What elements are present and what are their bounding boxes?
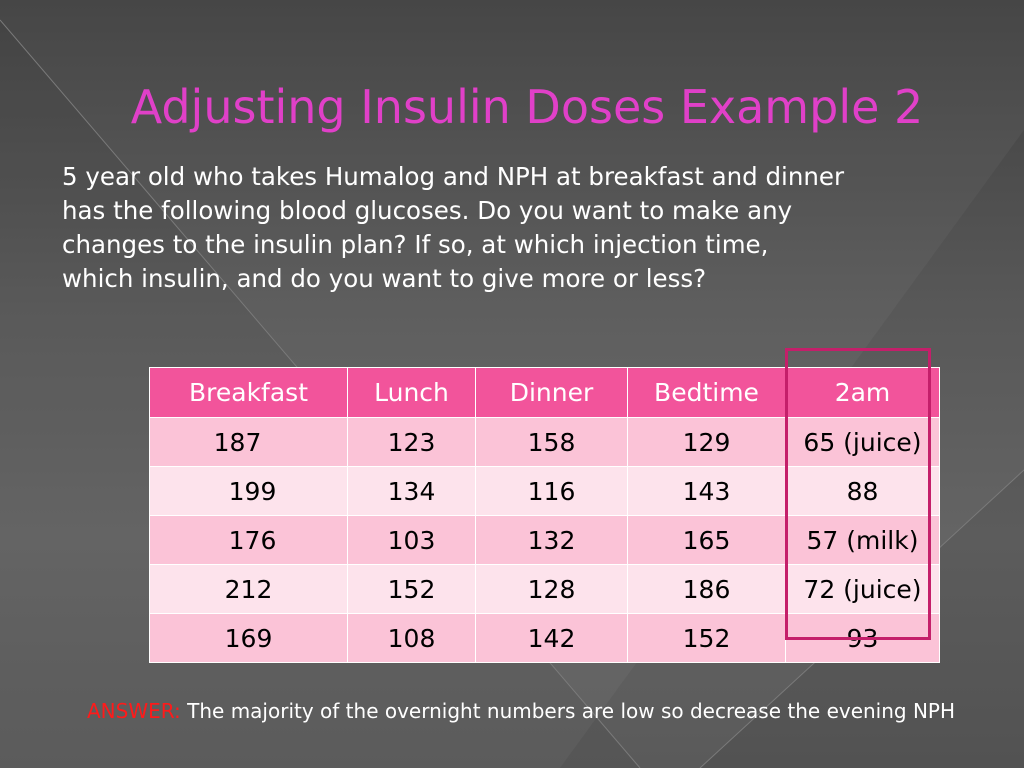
table-cell: 143 (627, 466, 786, 516)
table-cell: 152 (347, 564, 476, 614)
answer-text: ANSWER: The majority of the overnight nu… (87, 699, 955, 723)
table-cell: 165 (627, 515, 786, 565)
table-cell: 88 (785, 466, 940, 516)
table-cell: 72 (juice) (785, 564, 940, 614)
table-cell: 132 (475, 515, 628, 565)
table-cell: 103 (347, 515, 476, 565)
question-text: 5 year old who takes Humalog and NPH at … (62, 160, 962, 296)
table-cell: 176 (149, 515, 348, 565)
table-cell: 57 (milk) (785, 515, 940, 565)
question-line: has the following blood glucoses. Do you… (62, 196, 793, 225)
table-cell: 128 (475, 564, 628, 614)
column-header-lunch: Lunch (347, 367, 476, 418)
column-header-dinner: Dinner (475, 367, 628, 418)
table-cell: 186 (627, 564, 786, 614)
table-cell: 187 (149, 417, 348, 467)
table-cell: 169 (149, 613, 348, 663)
answer-body: The majority of the overnight numbers ar… (187, 699, 956, 723)
table-row: 176 103 132 165 57 (milk) (149, 515, 940, 565)
table-cell: 129 (627, 417, 786, 467)
column-header-2am: 2am (785, 367, 940, 418)
table-cell: 199 (149, 466, 348, 516)
question-line: changes to the insulin plan? If so, at w… (62, 230, 769, 259)
table-cell: 152 (627, 613, 786, 663)
table-row: 187 123 158 129 65 (juice) (149, 417, 940, 467)
answer-label: ANSWER: (87, 699, 181, 723)
table-row: 212 152 128 186 72 (juice) (149, 564, 940, 614)
table-row: 199 134 116 143 88 (149, 466, 940, 516)
table-cell: 116 (475, 466, 628, 516)
table-cell: 123 (347, 417, 476, 467)
column-header-breakfast: Breakfast (149, 367, 348, 418)
table-cell: 212 (149, 564, 348, 614)
question-line: 5 year old who takes Humalog and NPH at … (62, 162, 845, 191)
2am-column-highlight (785, 348, 931, 640)
table-cell: 158 (475, 417, 628, 467)
table-cell: 134 (347, 466, 476, 516)
table-cell: 108 (347, 613, 476, 663)
column-header-bedtime: Bedtime (627, 367, 786, 418)
table-header-row: Breakfast Lunch Dinner Bedtime 2am (149, 367, 940, 418)
slide-title: Adjusting Insulin Doses Example 2 (130, 80, 924, 134)
question-line: which insulin, and do you want to give m… (62, 264, 707, 293)
table-cell: 142 (475, 613, 628, 663)
